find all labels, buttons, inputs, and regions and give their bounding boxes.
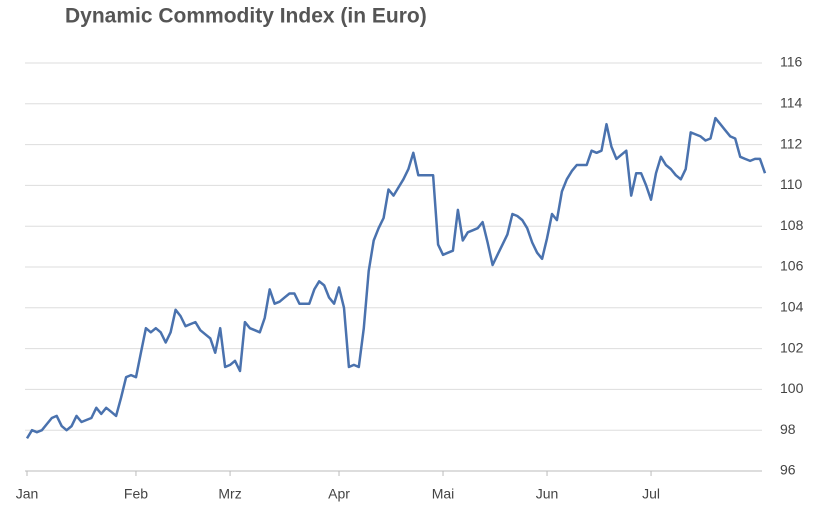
data-line bbox=[25, 116, 767, 440]
x-tick-label: Jan bbox=[16, 486, 39, 502]
x-tick-label: Apr bbox=[328, 486, 350, 502]
x-tick-label: Mrz bbox=[218, 486, 241, 502]
x-tick-label: Feb bbox=[124, 486, 148, 502]
y-tick-label: 96 bbox=[780, 462, 796, 478]
y-tick-label: 100 bbox=[780, 380, 804, 396]
y-tick-label: 98 bbox=[780, 421, 796, 437]
x-tick-label: Jun bbox=[536, 486, 559, 502]
x-tick-label: Jul bbox=[642, 486, 660, 502]
y-tick-label: 112 bbox=[780, 135, 803, 151]
x-tick-label: Mai bbox=[432, 486, 455, 502]
y-tick-label: 108 bbox=[780, 217, 804, 233]
y-tick-label: 114 bbox=[780, 95, 803, 111]
y-tick-label: 116 bbox=[780, 54, 803, 70]
y-tick-label: 110 bbox=[780, 176, 803, 192]
y-tick-label: 102 bbox=[780, 339, 804, 355]
y-tick-label: 106 bbox=[780, 258, 804, 274]
y-tick-label: 104 bbox=[780, 299, 804, 315]
chart-title: Dynamic Commodity Index (in Euro) bbox=[65, 5, 427, 28]
